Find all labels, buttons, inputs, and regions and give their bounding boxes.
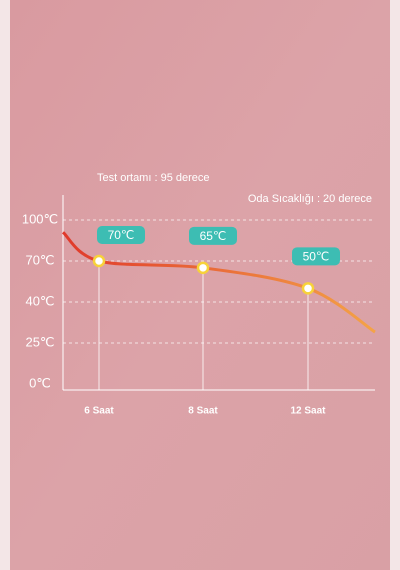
point — [301, 282, 315, 295]
y-tick-label: 70℃ — [25, 252, 54, 267]
chart-subtitle: Oda Sıcaklığı : 20 derece — [248, 193, 372, 205]
y-tick-label: 25℃ — [25, 334, 54, 349]
data-label: 65℃ — [200, 229, 227, 243]
point — [196, 261, 210, 275]
y-tick-label: 40℃ — [25, 293, 54, 308]
y-tick-label: 0℃ — [29, 375, 51, 390]
label-box — [97, 226, 145, 244]
background — [10, 0, 390, 570]
label-box — [189, 226, 237, 245]
data-label: 70℃ — [108, 228, 135, 242]
y-tick-label: 100℃ — [22, 211, 58, 226]
x-tick-label: 6 Saat — [84, 406, 114, 417]
chart-title: Test ortamı : 95 derece — [97, 172, 210, 184]
data-label: 50℃ — [303, 250, 330, 264]
point — [92, 254, 106, 268]
x-tick-label: 8 Saat — [188, 406, 218, 417]
x-tick-label: 12 Saat — [290, 406, 326, 417]
label-box — [292, 247, 340, 266]
